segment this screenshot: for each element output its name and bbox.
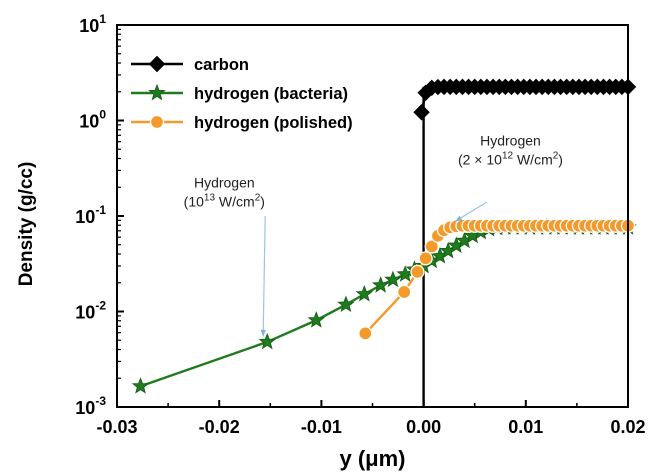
data-point xyxy=(307,311,325,328)
x-tick-label: -0.01 xyxy=(301,417,342,437)
annotation-line: Hydrogen xyxy=(480,132,541,148)
y-axis-title: Density (g/cc) xyxy=(16,162,37,287)
x-tick-label: -0.02 xyxy=(199,417,240,437)
legend-item-1: hydrogen (bacteria) xyxy=(131,83,348,103)
legend-marker xyxy=(148,83,166,101)
y-tick-label: 10-3 xyxy=(75,394,106,418)
y-tick-label: 101 xyxy=(79,12,106,36)
legend-marker xyxy=(148,55,166,73)
y-tick-label: 10-1 xyxy=(75,203,106,227)
legend-label: hydrogen (bacteria) xyxy=(194,85,348,103)
x-tick-label: 0.00 xyxy=(406,417,441,437)
x-tick-label: 0.02 xyxy=(610,417,645,437)
series-0 xyxy=(413,78,637,121)
annotation-arrowhead xyxy=(455,215,463,222)
legend-marker xyxy=(149,114,165,130)
annotation-arrowhead xyxy=(260,329,266,337)
series-layer xyxy=(131,78,637,407)
data-point xyxy=(355,285,373,302)
series-2 xyxy=(358,218,636,341)
legend-item-2: hydrogen (polished) xyxy=(131,114,353,132)
annotation-line: (1013 W/cm2) xyxy=(184,192,265,209)
y-tick-label: 10-2 xyxy=(75,299,106,323)
data-point xyxy=(413,104,430,121)
data-point xyxy=(410,264,425,280)
annotation-layer: Hydrogen (1013 W/cm2) Hydrogen (2 × 1012 W/… xyxy=(184,132,563,337)
legend-label: hydrogen (polished) xyxy=(194,114,353,132)
legend-label: carbon xyxy=(194,56,249,74)
data-point xyxy=(372,276,390,293)
data-point xyxy=(337,295,355,313)
annotation-1: Hydrogen (2 × 1012 W/cm2) xyxy=(454,132,563,222)
legend-item-0: carbon xyxy=(131,55,249,74)
data-point xyxy=(397,284,412,300)
x-tick-label: -0.03 xyxy=(96,417,137,437)
data-point xyxy=(131,377,150,394)
annotation-line: (2 × 1012 W/cm2) xyxy=(458,150,563,167)
data-point xyxy=(424,239,439,254)
annotation-line: Hydrogen xyxy=(194,174,255,190)
legend: carbon hydrogen (bacteria) hydrogen (polis… xyxy=(131,55,353,132)
y-tick-label: 100 xyxy=(79,108,106,132)
x-tick-label: 0.01 xyxy=(508,417,543,437)
data-point xyxy=(418,251,433,266)
annotation-0: Hydrogen (1013 W/cm2) xyxy=(184,174,266,337)
data-point xyxy=(384,270,402,288)
annotation-arrow xyxy=(262,215,266,337)
axes-layer: -0.03 -0.02 -0.01 0.00 0.01 0.02 10-3 10-2 10-1 1… xyxy=(75,12,645,437)
data-point xyxy=(258,332,276,350)
data-point xyxy=(358,326,373,341)
x-axis-title: y (μm) xyxy=(339,446,405,471)
